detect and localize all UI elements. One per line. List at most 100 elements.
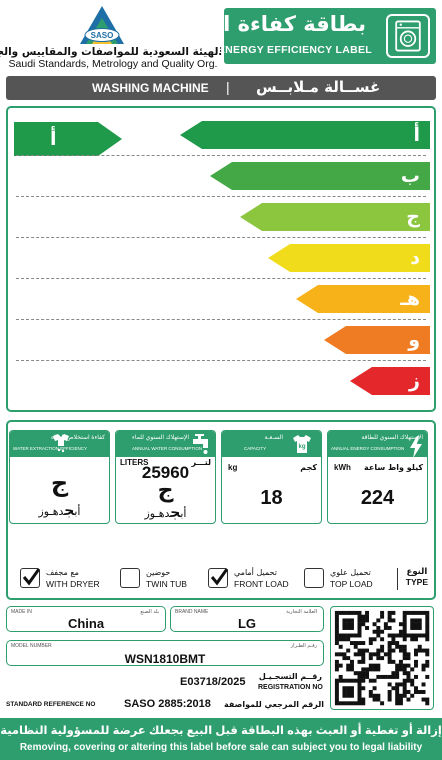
card-capacity-header: السـعـة CAPACITY kg <box>222 431 321 457</box>
qr-module <box>342 625 347 630</box>
brand-label-en: BRAND NAME <box>175 609 209 615</box>
scale-divider <box>16 237 426 238</box>
qr-module <box>425 614 430 619</box>
qr-module <box>357 682 362 687</box>
qr-module <box>395 690 400 694</box>
qr-module <box>361 614 366 619</box>
qr-module <box>398 644 403 649</box>
card-energy-title-ar: الإستهلاك السنوي للطاقة <box>361 435 423 441</box>
qr-module <box>334 641 339 646</box>
lightning-icon <box>410 436 422 458</box>
qr-module <box>334 663 339 668</box>
qr-module <box>387 625 392 630</box>
standard-label-ar: الرقم المرجعي للمواصفة <box>224 700 324 709</box>
qr-module <box>334 614 339 619</box>
energy-class-bar: و <box>324 326 430 354</box>
card-energy-header: الإستهلاك السنوي للطاقة ANNUAL ENERGY CO… <box>328 431 427 457</box>
water-tap-icon <box>193 434 208 454</box>
qr-module <box>346 693 351 698</box>
qr-module <box>349 667 354 672</box>
qr-module <box>349 690 354 694</box>
qr-module <box>346 656 351 661</box>
qr-module <box>395 641 400 646</box>
qr-module <box>406 610 411 615</box>
qr-module <box>406 652 411 657</box>
energy-class-bar: ز <box>350 367 430 395</box>
qr-module <box>342 693 347 698</box>
twin-tub-checkbox[interactable] <box>120 568 140 588</box>
front-load-checkbox[interactable] <box>208 568 228 588</box>
qr-module <box>414 618 418 623</box>
qr-module <box>361 701 366 706</box>
qr-module <box>421 667 426 672</box>
qr-module <box>349 678 354 683</box>
qr-module <box>410 625 415 630</box>
qr-module <box>342 637 347 642</box>
qr-module <box>334 629 339 634</box>
header-organization: SASO الهيئة السعودية للمواصفات والمقاييس… <box>0 0 222 72</box>
qr-module <box>342 690 347 694</box>
qr-module <box>395 693 400 698</box>
qr-module <box>387 682 392 687</box>
card-extraction-title-ar: كفاءة استخلاص المياه <box>51 435 105 441</box>
qr-module <box>357 622 362 627</box>
qr-module <box>357 610 362 615</box>
qr-module <box>353 641 358 646</box>
qr-module <box>365 648 370 653</box>
qr-code <box>330 606 434 710</box>
qr-module <box>380 637 385 642</box>
card-capacity-value: 18 <box>260 487 283 509</box>
qr-module <box>361 674 366 679</box>
org-name-en: Saudi Standards, Metrology and Quality O… <box>8 58 218 70</box>
qr-module <box>402 652 407 657</box>
qr-module <box>357 690 362 694</box>
qr-module <box>353 652 358 657</box>
qr-module <box>414 659 418 664</box>
checkmark-icon <box>210 568 228 586</box>
qr-module <box>372 663 377 668</box>
qr-module <box>406 690 411 694</box>
card-water-scale: أبجدهـوز <box>116 505 215 521</box>
qr-module <box>380 610 385 615</box>
qr-module <box>346 663 351 668</box>
qr-module <box>383 625 388 630</box>
qr-module <box>361 686 366 691</box>
qr-module <box>342 610 347 615</box>
model-label-ar: رقـم الطـراز <box>290 643 317 649</box>
qr-module <box>357 629 362 634</box>
card-water-scale-highlight: ج <box>170 505 181 521</box>
qr-module <box>338 663 343 668</box>
qr-module <box>372 637 377 642</box>
top-load-label-ar: تحميل علوي <box>330 568 371 577</box>
qr-module <box>376 633 381 638</box>
qr-module <box>361 618 366 623</box>
front-load-label-ar: تحميل أمامي <box>234 568 277 577</box>
qr-module <box>349 663 354 668</box>
model-field: MODEL NUMBER رقـم الطـراز WSN1810BMT <box>6 640 324 666</box>
qr-module <box>391 641 396 646</box>
qr-module <box>357 633 362 638</box>
qr-module <box>376 656 381 661</box>
qr-module <box>372 693 377 698</box>
top-load-checkbox[interactable] <box>304 568 324 588</box>
qr-module <box>402 629 407 634</box>
qr-module <box>395 697 400 702</box>
qr-module <box>380 674 385 679</box>
qr-module <box>414 686 418 691</box>
qr-module <box>391 633 396 638</box>
card-extraction-title-en: WATER EXTRACTION EFFICIENCY <box>13 446 88 451</box>
with-dryer-checkbox[interactable] <box>20 568 40 588</box>
qr-module <box>395 674 400 679</box>
qr-module <box>398 693 403 698</box>
qr-module <box>425 610 430 615</box>
qr-module <box>357 701 362 706</box>
qr-module <box>368 667 373 672</box>
qr-module <box>406 697 411 702</box>
qr-module <box>380 701 385 706</box>
qr-module <box>334 637 339 642</box>
qr-module <box>395 682 400 687</box>
qr-module <box>398 663 403 668</box>
qr-module <box>368 678 373 683</box>
qr-module <box>357 697 362 702</box>
qr-module <box>410 682 415 687</box>
